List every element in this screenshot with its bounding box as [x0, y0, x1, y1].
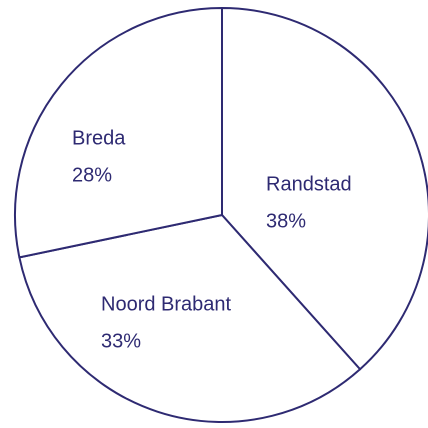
pie-slice: [221, 7, 428, 371]
slice-label: Breda: [72, 127, 126, 149]
slice-value-label: 33%: [101, 330, 141, 352]
slice-label: Noord Brabant: [101, 293, 232, 315]
pie-slice: [18, 214, 362, 423]
slice-label: Randstad: [266, 173, 352, 195]
slice-value-label: 28%: [72, 164, 112, 186]
slice-value-label: 38%: [266, 210, 306, 232]
pie-slice: [14, 7, 223, 259]
